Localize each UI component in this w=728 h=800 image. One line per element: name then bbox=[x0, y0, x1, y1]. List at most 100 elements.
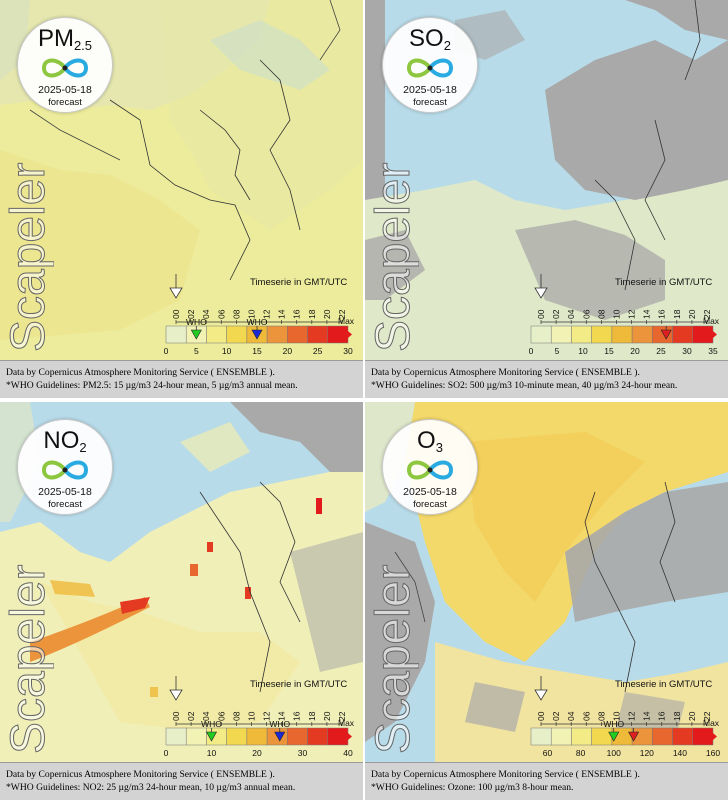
scale-tick-label: 30 bbox=[298, 748, 308, 758]
hour-label: 06 bbox=[581, 309, 591, 319]
scale-tick-label: 160 bbox=[706, 748, 720, 758]
max-label: Max bbox=[703, 718, 720, 728]
scale-swatch bbox=[652, 325, 673, 344]
scapeler-watermark: Scapeler bbox=[367, 522, 421, 762]
scale-tick-label: 20 bbox=[252, 748, 262, 758]
footer-who: *WHO Guidelines: PM2.5: 15 µg/m3 24-hour… bbox=[6, 380, 298, 391]
scale-tick-label: 30 bbox=[343, 346, 353, 356]
scale-tick-label: 140 bbox=[673, 748, 687, 758]
infinity-logo-icon bbox=[406, 460, 454, 480]
who-marker-icon bbox=[274, 731, 286, 742]
panel-o3: Scapeler O3 2025-05-18 forecast Timeseri… bbox=[365, 402, 728, 800]
scale-swatch bbox=[591, 727, 613, 746]
hour-label: 04 bbox=[201, 309, 211, 319]
max-arrow-icon bbox=[342, 326, 352, 343]
hour-label: 16 bbox=[292, 711, 302, 721]
scale-tick-label: 10 bbox=[207, 748, 217, 758]
scale-tick-label: 5 bbox=[194, 346, 199, 356]
timeserie-label: Timeserie in GMT/UTC bbox=[250, 277, 348, 288]
footer-who: *WHO Guidelines: NO2: 25 µg/m3 24-hour m… bbox=[6, 782, 296, 793]
hour-label: 12 bbox=[627, 711, 637, 721]
hour-label: 18 bbox=[307, 711, 317, 721]
hour-label: 14 bbox=[642, 711, 652, 721]
forecast-label: forecast bbox=[413, 97, 447, 108]
who-label: WHO bbox=[247, 317, 268, 327]
timeserie-label: Timeserie in GMT/UTC bbox=[615, 277, 713, 288]
scale-swatch bbox=[266, 325, 288, 344]
footer-source: Data by Copernicus Atmosphere Monitoring… bbox=[371, 367, 640, 378]
hour-label: 00 bbox=[171, 309, 181, 319]
pollutant-badge: PM2.5 2025-05-18 forecast bbox=[17, 17, 113, 113]
who-label: WHO bbox=[269, 719, 290, 729]
scale-tick-label: 20 bbox=[630, 346, 640, 356]
hour-label: 20 bbox=[687, 711, 697, 721]
who-marker-icon bbox=[608, 731, 620, 742]
hour-label: 10 bbox=[611, 309, 621, 319]
hour-label: 02 bbox=[551, 711, 561, 721]
hour-label: 04 bbox=[566, 711, 576, 721]
who-label: WHO bbox=[603, 719, 624, 729]
map-no2 bbox=[0, 402, 363, 762]
hour-label: 10 bbox=[246, 309, 256, 319]
hour-label: 10 bbox=[611, 711, 621, 721]
scale-swatch bbox=[571, 727, 592, 746]
hour-label: 22 bbox=[337, 309, 347, 319]
hour-label: 06 bbox=[216, 309, 226, 319]
panel-no2: Scapeler NO2 2025-05-18 forecast Timeser… bbox=[0, 402, 363, 800]
now-arrow-icon bbox=[534, 689, 548, 701]
hour-label: 20 bbox=[687, 309, 697, 319]
now-arrow-icon bbox=[534, 287, 548, 299]
who-marker-icon bbox=[628, 731, 640, 742]
footer-source: Data by Copernicus Atmosphere Monitoring… bbox=[6, 769, 275, 780]
scale-swatch bbox=[206, 325, 227, 344]
scale-tick-label: 0 bbox=[164, 346, 169, 356]
scale-tick-label: 25 bbox=[313, 346, 323, 356]
who-label: WHO bbox=[186, 317, 207, 327]
hour-label: 10 bbox=[246, 711, 256, 721]
max-arrow-icon bbox=[342, 728, 352, 745]
scale-tick-label: 5 bbox=[555, 346, 560, 356]
hour-label: 00 bbox=[171, 711, 181, 721]
hour-label: 18 bbox=[672, 711, 682, 721]
max-label: Max bbox=[338, 718, 355, 728]
scale-swatch bbox=[672, 727, 694, 746]
scale-tick-label: 30 bbox=[682, 346, 692, 356]
pollutant-title: SO2 bbox=[409, 25, 451, 53]
scale-tick-label: 80 bbox=[576, 748, 586, 758]
hour-label: 16 bbox=[292, 309, 302, 319]
scale-tick-label: 10 bbox=[222, 346, 232, 356]
hour-label: 08 bbox=[231, 711, 241, 721]
timeserie-label: Timeserie in GMT/UTC bbox=[615, 679, 713, 690]
footer-source: Data by Copernicus Atmosphere Monitoring… bbox=[6, 367, 275, 378]
hour-label: 12 bbox=[627, 309, 637, 319]
hour-label: 02 bbox=[186, 711, 196, 721]
pollutant-title: O3 bbox=[417, 427, 443, 455]
scapeler-watermark: Scapeler bbox=[367, 120, 421, 360]
scale-tick-label: 40 bbox=[343, 748, 353, 758]
pollutant-badge: SO2 2025-05-18 forecast bbox=[382, 17, 478, 113]
scale-swatch bbox=[287, 325, 308, 344]
scale-swatch bbox=[550, 325, 572, 344]
scale-swatch bbox=[287, 727, 308, 746]
infinity-logo-icon bbox=[406, 58, 454, 78]
hour-label: 18 bbox=[672, 309, 682, 319]
hour-label: 18 bbox=[307, 309, 317, 319]
hour-label: 16 bbox=[657, 711, 667, 721]
footer: Data by Copernicus Atmosphere Monitoring… bbox=[0, 360, 363, 398]
forecast-label: forecast bbox=[48, 97, 82, 108]
scale-swatch bbox=[672, 325, 694, 344]
scale-swatch bbox=[611, 325, 633, 344]
max-label: Max bbox=[703, 316, 720, 326]
scale-swatch bbox=[591, 325, 613, 344]
hour-label: 08 bbox=[596, 711, 606, 721]
scale-tick-label: 100 bbox=[607, 748, 621, 758]
who-marker-icon bbox=[251, 329, 263, 340]
panel-pm25: Scapeler PM2.5 2025-05-18 forecast Times… bbox=[0, 0, 363, 398]
scale-tick-label: 10 bbox=[578, 346, 588, 356]
scale-tick-label: 15 bbox=[252, 346, 262, 356]
hour-label: 06 bbox=[581, 711, 591, 721]
hour-label: 04 bbox=[566, 309, 576, 319]
